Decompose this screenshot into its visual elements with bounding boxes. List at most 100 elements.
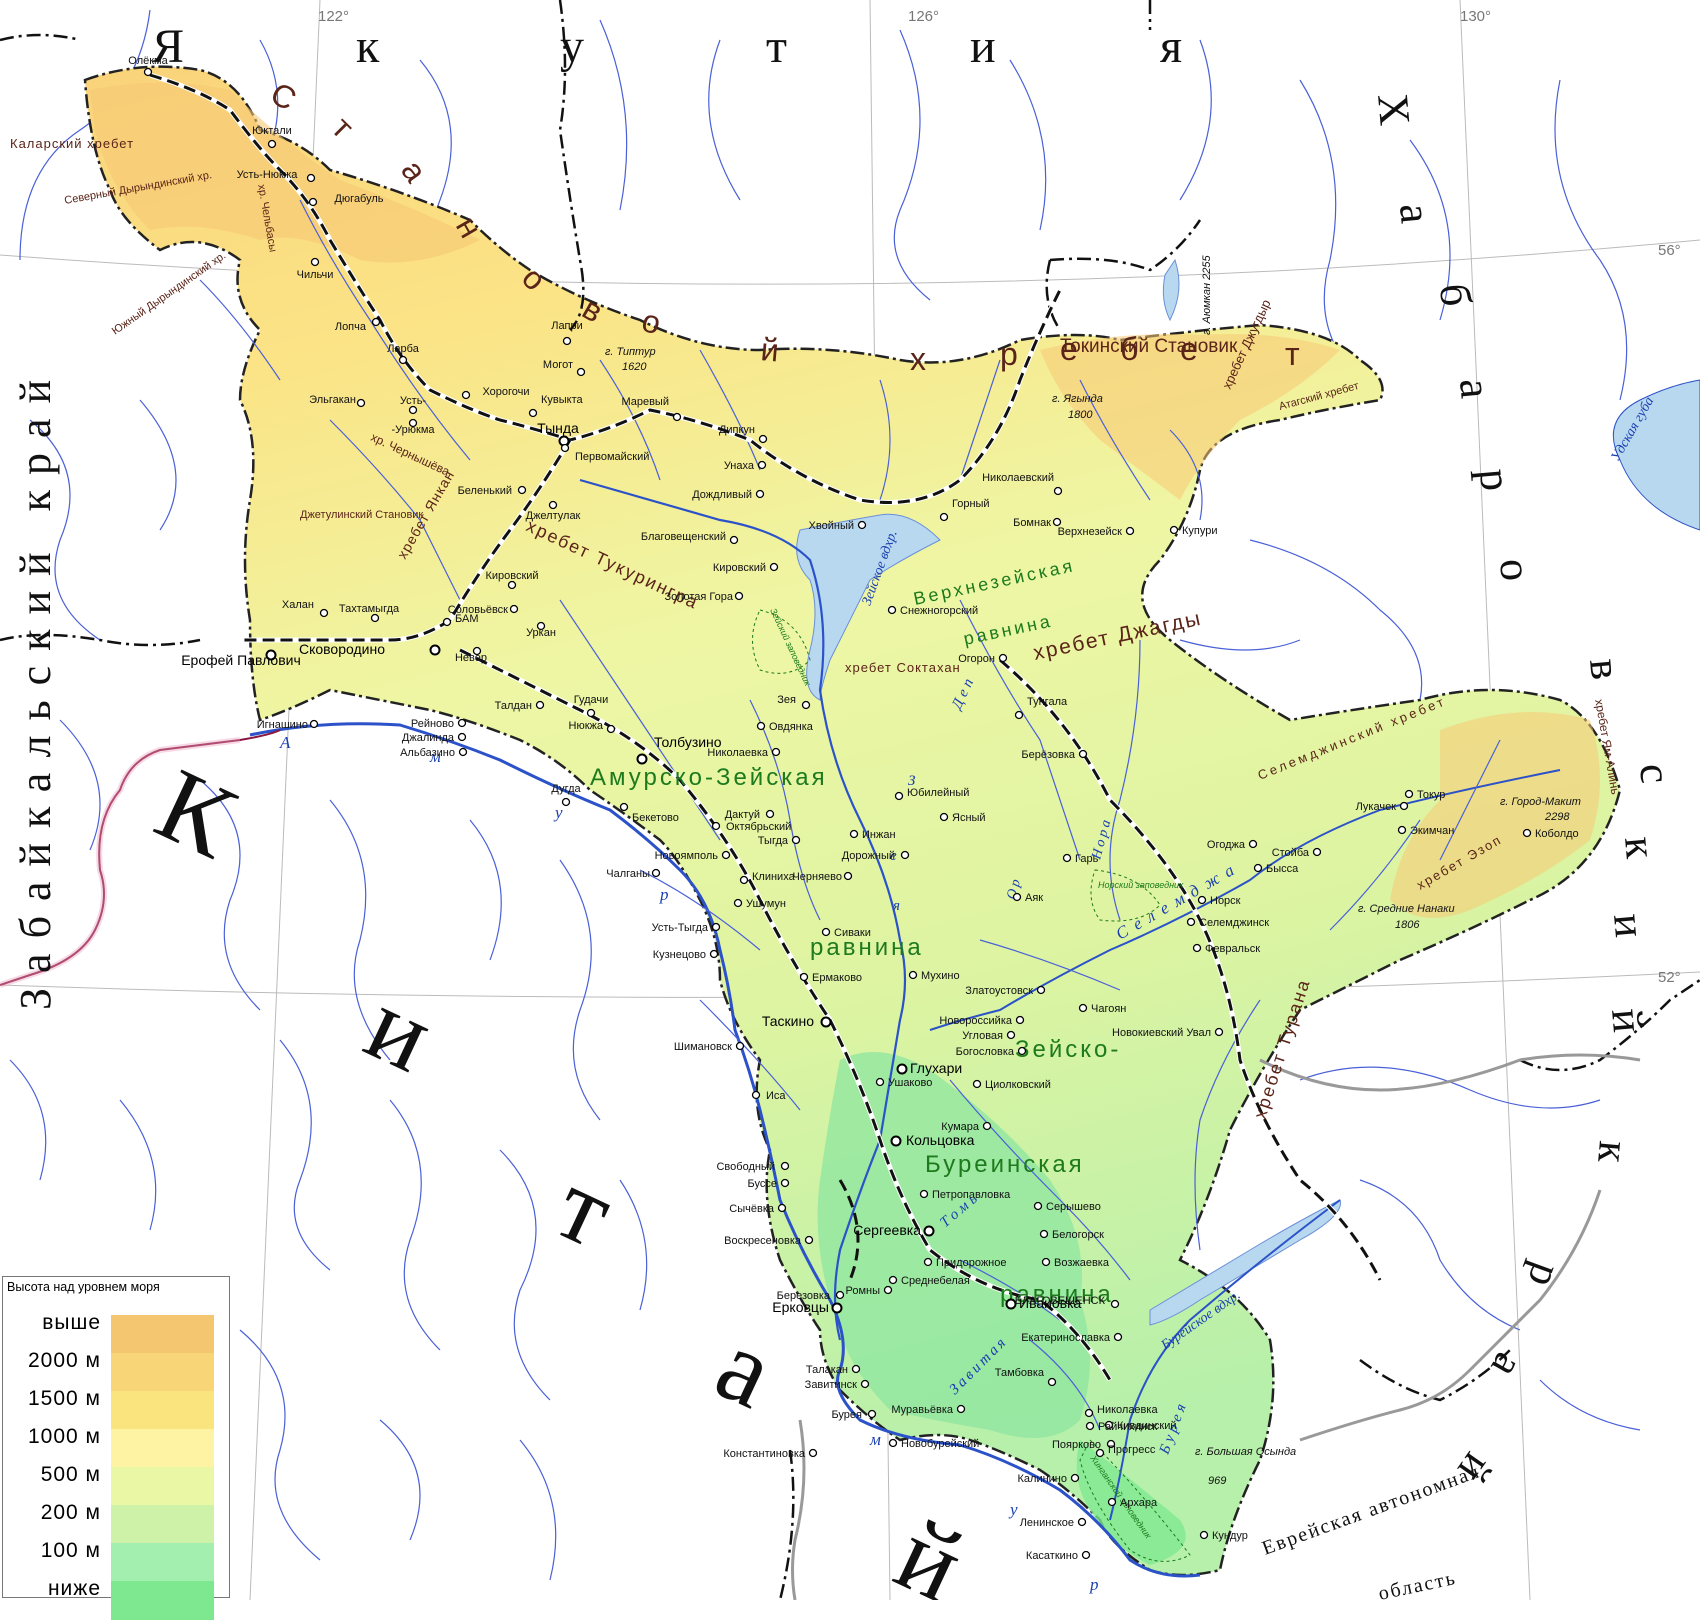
city-dot <box>548 500 558 510</box>
city-label: Поярково <box>1052 1439 1101 1451</box>
city-markers: ОлёкмаЮкталиУсть-НюкжаДюгабульЧильчиЛопч… <box>128 55 1578 1562</box>
city-талдан-44: Талдан <box>495 700 545 712</box>
lowland-area <box>817 1052 1090 1438</box>
coordinate-labels: 122° 126° 130° 56° 52° <box>318 8 1681 986</box>
city-гудачи-48: Гудачи <box>574 694 608 718</box>
city-label: Кировский <box>485 570 538 582</box>
city-зея-50: Зея <box>777 694 811 710</box>
city-dot <box>888 1438 898 1448</box>
city-label: Лукачек <box>1356 801 1397 813</box>
city-усть-тыгда-72: Усть-Тыгда <box>652 922 721 934</box>
city-dot <box>1041 1257 1051 1267</box>
svg-text:у: у <box>560 20 584 73</box>
china-border-outline <box>0 737 241 988</box>
city-циолковский-95: Циолковский <box>972 1079 1051 1091</box>
city-dot <box>1015 1015 1025 1025</box>
city-dot <box>729 535 739 545</box>
coord-lon-130: 130° <box>1460 8 1491 25</box>
city-dot <box>1005 1298 1017 1310</box>
city-label: Маревый <box>621 396 669 408</box>
city-dot <box>956 1404 966 1414</box>
city-петропавловка-103: Петропавловка <box>919 1189 1011 1201</box>
city-dot <box>758 434 768 444</box>
plain-amuro-zeyskaya: Амурско-Зейская <box>590 764 828 791</box>
city-кольцовка-99: Кольцовка <box>890 1132 975 1148</box>
city-dot <box>507 580 517 590</box>
city-label: Огоджа <box>1207 839 1246 851</box>
city-чагоян-76: Чагоян <box>1078 1003 1126 1015</box>
city-халан-35: Халан <box>282 599 329 618</box>
city-клиниха-69: Клиниха <box>739 871 796 885</box>
city-label: Джелтулак <box>526 510 581 522</box>
coord-lon-126: 126° <box>908 8 939 25</box>
city-норск-77: Норск <box>1197 895 1241 907</box>
city-эльгакан-8: Эльгакан <box>309 394 366 408</box>
city-ермаково-74: Ермаково <box>799 972 862 984</box>
city-label: Новокиевский Увал <box>1112 1027 1211 1039</box>
city-dot <box>1253 863 1263 873</box>
plain-zeysko-bureinskaya-2: Буреинская <box>925 1151 1085 1178</box>
city-dot <box>143 67 153 77</box>
city-dot <box>771 747 781 757</box>
label-amur-3: у <box>553 803 563 822</box>
city-label: Дождливый <box>692 489 752 501</box>
city-label: Белогорск <box>1052 1229 1104 1241</box>
svg-text:т: т <box>540 1147 630 1270</box>
city-dot <box>888 1275 898 1285</box>
city-dot <box>734 591 744 601</box>
city-буссе-101: Буссе <box>748 1178 790 1190</box>
city-николаевский-24: Николаевский <box>982 472 1063 496</box>
plain-zeysko-bureinskaya-3: равнина <box>1000 1281 1114 1308</box>
svg-text:к: к <box>1588 1139 1639 1165</box>
city-label: Игнашино <box>257 719 308 731</box>
city-label: Лапри <box>551 320 583 332</box>
khingansky-reserve-outline <box>1079 1439 1191 1562</box>
svg-text:К: К <box>140 747 252 881</box>
city-label: Архара <box>1120 1497 1158 1509</box>
city-label: Сергеевка <box>853 1222 921 1238</box>
svg-text:а: а <box>394 153 434 188</box>
city-бысса-80: Бысса <box>1253 863 1299 875</box>
city-label: Золотая Гора <box>664 591 733 603</box>
city-label: Усть-Тыгда <box>652 922 709 934</box>
city-dot <box>883 1285 893 1295</box>
city-dot <box>711 821 721 831</box>
city-label: Петропавловка <box>932 1189 1011 1201</box>
svg-text:к: к <box>356 20 380 73</box>
city-лапри-12: Лапри <box>551 320 583 346</box>
city-dot <box>1192 943 1202 953</box>
city-dot <box>1047 1377 1057 1387</box>
range-kalarsky: Каларский хребет <box>10 136 134 151</box>
city-dot <box>457 718 467 728</box>
city-хвойный-22: Хвойный <box>809 520 867 532</box>
peak-bolshaya-osynda-height: 969 <box>1208 1475 1226 1487</box>
label-amur-4: р <box>659 885 669 904</box>
legend-label: 100 м <box>40 1539 101 1562</box>
city-dot <box>721 850 731 860</box>
city-dot <box>1107 1497 1117 1507</box>
city-николаевка-120: Николаевка <box>1084 1404 1158 1418</box>
city-label: Невер <box>455 652 487 664</box>
city-label: Соловьёвск <box>448 604 508 616</box>
city-новобурейский-125: Новобурейский <box>888 1438 979 1450</box>
svg-text:Х: Х <box>1368 92 1420 128</box>
city-label: Кумара <box>941 1121 980 1133</box>
city-label: Стойба <box>1272 847 1310 859</box>
city-dot <box>739 875 749 885</box>
city-dot <box>908 970 918 980</box>
amur-oblast-area <box>83 65 1622 1577</box>
city-dot <box>528 408 538 418</box>
label-amur-2: м <box>429 747 441 766</box>
city-label: Хвойный <box>809 520 854 532</box>
svg-text:в: в <box>1580 657 1631 682</box>
bureya-river <box>1109 1199 1341 1521</box>
city-райчихинск-124: Райчихинск <box>1085 1421 1157 1433</box>
svg-text:к: к <box>1615 835 1666 861</box>
city-label: Сиваки <box>834 927 871 939</box>
city-dot <box>1036 985 1046 995</box>
city-dot <box>894 791 904 801</box>
city-dot <box>733 898 743 908</box>
city-label: Верхнезейск <box>1058 526 1123 538</box>
city-горный-23: Горный <box>939 498 990 522</box>
city-label: Николаевка <box>707 747 768 759</box>
